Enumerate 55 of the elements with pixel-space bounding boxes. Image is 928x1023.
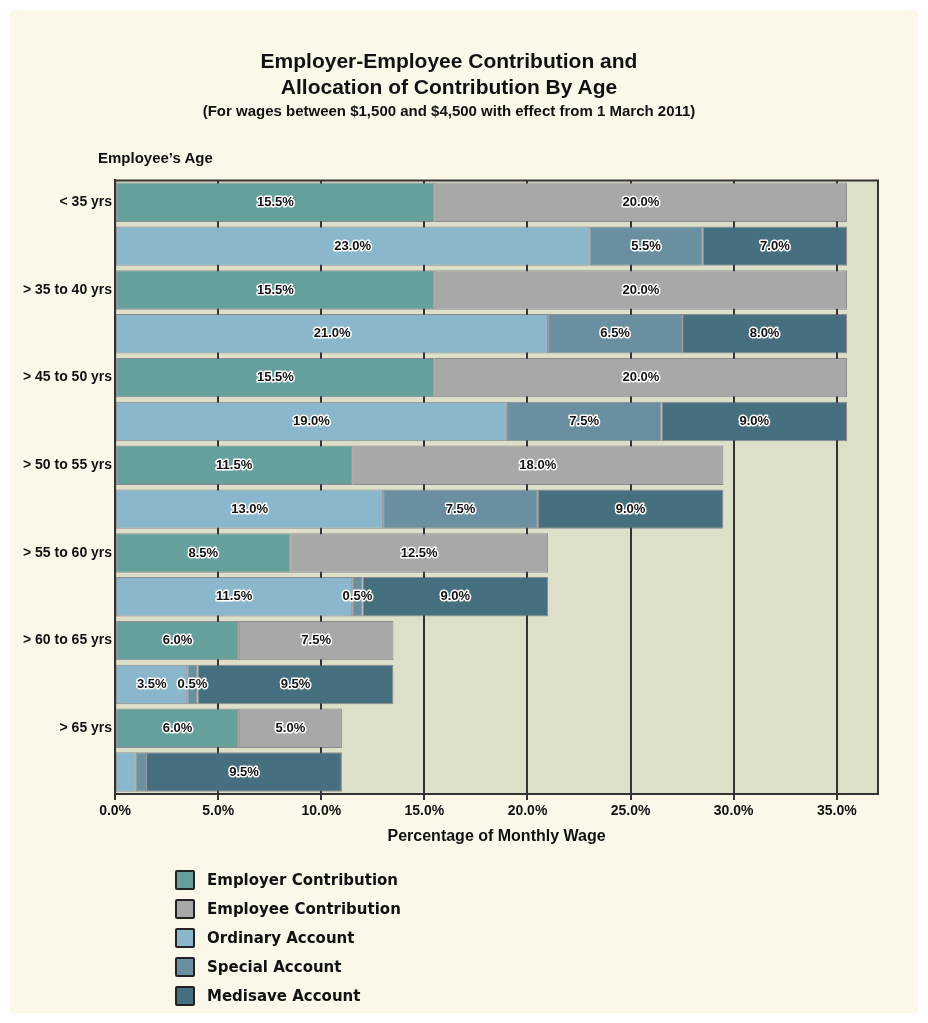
data-label: 23.0% xyxy=(334,237,372,253)
y-tick-label: > 35 to 40 yrs xyxy=(22,280,113,297)
data-label: 8.0% xyxy=(749,325,780,341)
legend-label: Ordinary Account xyxy=(207,928,355,947)
chart-title: Employer-Employee Contribution and Allocation of Contribution By Age xyxy=(260,49,638,98)
x-tick-label: 0.0% xyxy=(99,802,132,819)
data-label: 8.5% xyxy=(188,544,219,560)
data-label: 6.5% xyxy=(600,325,631,341)
y-tick-label: > 55 to 60 yrs xyxy=(22,543,113,560)
data-label: 9.0% xyxy=(739,413,770,429)
y-tick-label: > 60 to 65 yrs xyxy=(22,631,113,648)
data-label: 15.5% xyxy=(256,281,295,297)
data-label: 15.5% xyxy=(256,193,295,209)
legend-label: Employer Contribution xyxy=(207,870,399,889)
data-label: 7.5% xyxy=(301,632,332,648)
data-label: 11.5% xyxy=(216,588,253,604)
data-label: 7.5% xyxy=(445,500,476,516)
x-tick-label: 5.0% xyxy=(202,802,235,819)
data-label: 19.0% xyxy=(293,413,331,429)
data-label: 13.0% xyxy=(231,500,269,516)
data-label: 21.0% xyxy=(313,325,351,341)
chart-subtitle: (For wages between $1,500 and $4,500 with effect from 1 March 2011) xyxy=(202,101,696,119)
data-label: 6.0% xyxy=(162,632,193,648)
x-tick-label: 30.0% xyxy=(713,802,755,819)
y-tick-label: > 50 to 55 yrs xyxy=(22,456,113,473)
data-label: 15.5% xyxy=(256,369,295,385)
data-label: 11.5% xyxy=(216,456,253,472)
data-label: 7.5% xyxy=(569,413,600,429)
data-label: 18.0% xyxy=(519,456,557,472)
y-tick-label: > 45 to 50 yrs xyxy=(22,368,113,385)
legend-label: Employee Contribution xyxy=(207,899,401,918)
data-label: 5.5% xyxy=(631,237,662,253)
x-tick-label: 20.0% xyxy=(507,802,548,819)
y-tick-label: < 35 yrs xyxy=(59,193,113,210)
y-tick-label: > 65 yrs xyxy=(59,719,113,736)
data-label: 9.5% xyxy=(280,676,311,692)
data-label: 9.0% xyxy=(615,500,646,516)
x-tick-label: 25.0% xyxy=(610,802,651,819)
legend-label: Special Account xyxy=(207,957,342,976)
x-tick-label: 15.0% xyxy=(404,802,445,819)
data-label: 9.5% xyxy=(229,763,260,779)
x-tick-label: 35.0% xyxy=(816,802,858,819)
data-label: 7.0% xyxy=(760,237,791,253)
x-tick-label: 10.0% xyxy=(301,802,342,819)
data-label: 5.0% xyxy=(275,719,306,735)
data-label: 20.0% xyxy=(622,193,660,209)
x-axis-title: Percentage of Monthly Wage xyxy=(387,826,606,844)
data-label: 12.5% xyxy=(400,544,439,560)
data-label: 3.5% xyxy=(136,676,167,692)
data-label: 6.0% xyxy=(162,719,193,735)
legend-label: Medisave Account xyxy=(207,986,361,1005)
y-axis-title: Employee’s Age xyxy=(98,148,213,166)
data-label: 20.0% xyxy=(622,281,660,297)
data-label: 9.0% xyxy=(440,588,471,604)
data-label: 20.0% xyxy=(622,369,660,385)
